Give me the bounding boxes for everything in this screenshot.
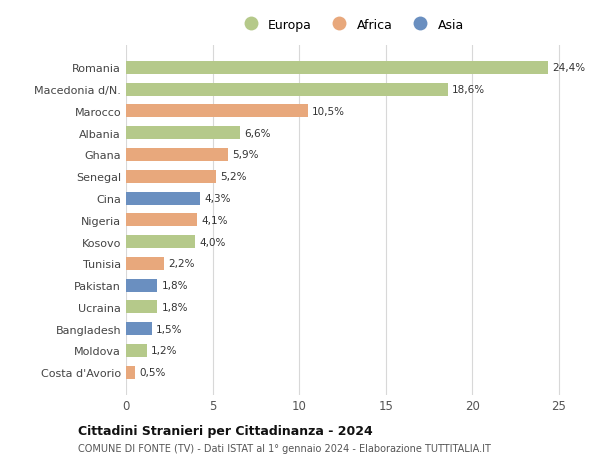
- Bar: [126, 301, 157, 313]
- Bar: [126, 279, 157, 292]
- Text: 5,2%: 5,2%: [220, 172, 247, 182]
- Bar: [126, 366, 134, 379]
- Text: 18,6%: 18,6%: [452, 85, 485, 95]
- Legend: Europa, Africa, Asia: Europa, Africa, Asia: [233, 14, 469, 37]
- Text: 2,2%: 2,2%: [169, 259, 195, 269]
- Bar: [126, 192, 200, 205]
- Text: 24,4%: 24,4%: [553, 63, 586, 73]
- Bar: [126, 149, 228, 162]
- Text: Cittadini Stranieri per Cittadinanza - 2024: Cittadini Stranieri per Cittadinanza - 2…: [78, 424, 373, 437]
- Text: 5,9%: 5,9%: [232, 150, 259, 160]
- Text: 1,2%: 1,2%: [151, 346, 178, 356]
- Text: 4,1%: 4,1%: [201, 215, 228, 225]
- Bar: [126, 257, 164, 270]
- Text: 4,3%: 4,3%: [205, 194, 231, 204]
- Bar: [126, 214, 197, 227]
- Bar: [126, 322, 152, 336]
- Text: 1,5%: 1,5%: [156, 324, 183, 334]
- Bar: [126, 62, 548, 75]
- Text: 1,8%: 1,8%: [161, 280, 188, 291]
- Text: 4,0%: 4,0%: [200, 237, 226, 247]
- Bar: [126, 170, 216, 184]
- Bar: [126, 127, 240, 140]
- Bar: [126, 84, 448, 96]
- Bar: [126, 344, 147, 357]
- Text: COMUNE DI FONTE (TV) - Dati ISTAT al 1° gennaio 2024 - Elaborazione TUTTITALIA.I: COMUNE DI FONTE (TV) - Dati ISTAT al 1° …: [78, 443, 491, 453]
- Text: 0,5%: 0,5%: [139, 367, 166, 377]
- Text: 1,8%: 1,8%: [161, 302, 188, 312]
- Bar: [126, 235, 195, 249]
- Bar: [126, 105, 308, 118]
- Text: 6,6%: 6,6%: [245, 129, 271, 139]
- Text: 10,5%: 10,5%: [312, 107, 345, 117]
